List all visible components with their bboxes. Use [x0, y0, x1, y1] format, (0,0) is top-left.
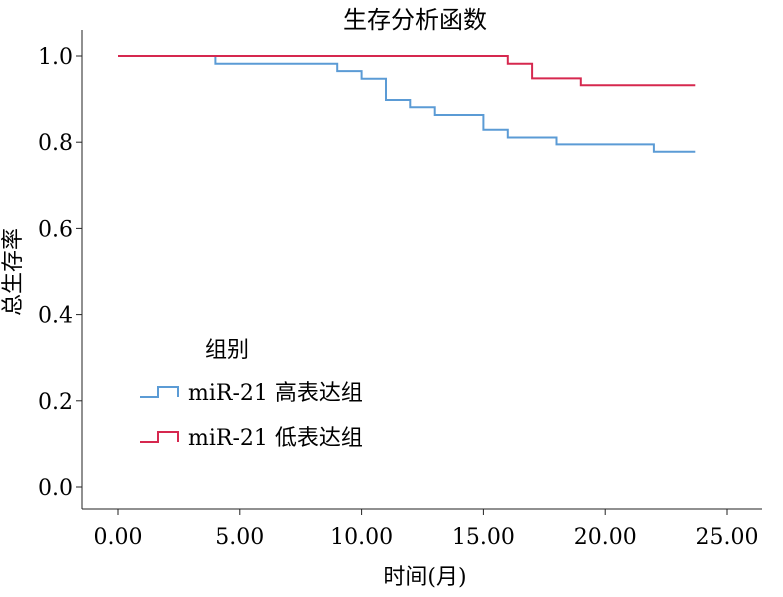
x-tick-label: 0.00	[94, 525, 143, 550]
x-axis-label: 时间(月)	[383, 565, 466, 590]
legend-item-low: miR-21 低表达组	[140, 426, 363, 451]
y-tick-label: 0.4	[38, 304, 73, 329]
y-tick-label: 1.0	[38, 45, 73, 70]
x-tick-label: 10.00	[330, 525, 393, 550]
legend-swatch-high	[140, 386, 179, 398]
legend-swatch-low	[140, 431, 179, 443]
x-tick-label: 15.00	[452, 525, 515, 550]
y-axis-label: 总生存率	[1, 228, 26, 316]
legend-title: 组别	[205, 338, 249, 363]
x-tick-label: 25.00	[696, 525, 759, 550]
legend: 组别 miR-21 高表达组 miR-21 低表达组	[140, 338, 363, 451]
legend-label-high: miR-21 高表达组	[188, 381, 363, 406]
x-tick-label: 20.00	[574, 525, 637, 550]
chart-title: 生存分析函数	[343, 6, 487, 34]
legend-label-low: miR-21 低表达组	[188, 426, 363, 451]
y-tick-label: 0.8	[38, 131, 73, 156]
x-tick-label: 5.00	[215, 525, 264, 550]
y-tick-label: 0.6	[38, 217, 73, 242]
series-lines	[118, 55, 696, 153]
series-line-1	[118, 55, 696, 87]
legend-item-high: miR-21 高表达组	[140, 381, 363, 406]
x-ticks: 0.00 5.00 10.00 15.00 20.00 25.00	[94, 509, 759, 550]
y-tick-label: 0.2	[38, 390, 73, 415]
y-ticks: 0.0 0.2 0.4 0.6 0.8 1.0	[38, 45, 82, 501]
y-tick-label: 0.0	[38, 476, 73, 501]
series-line-0	[118, 55, 696, 153]
axes	[81, 30, 762, 510]
